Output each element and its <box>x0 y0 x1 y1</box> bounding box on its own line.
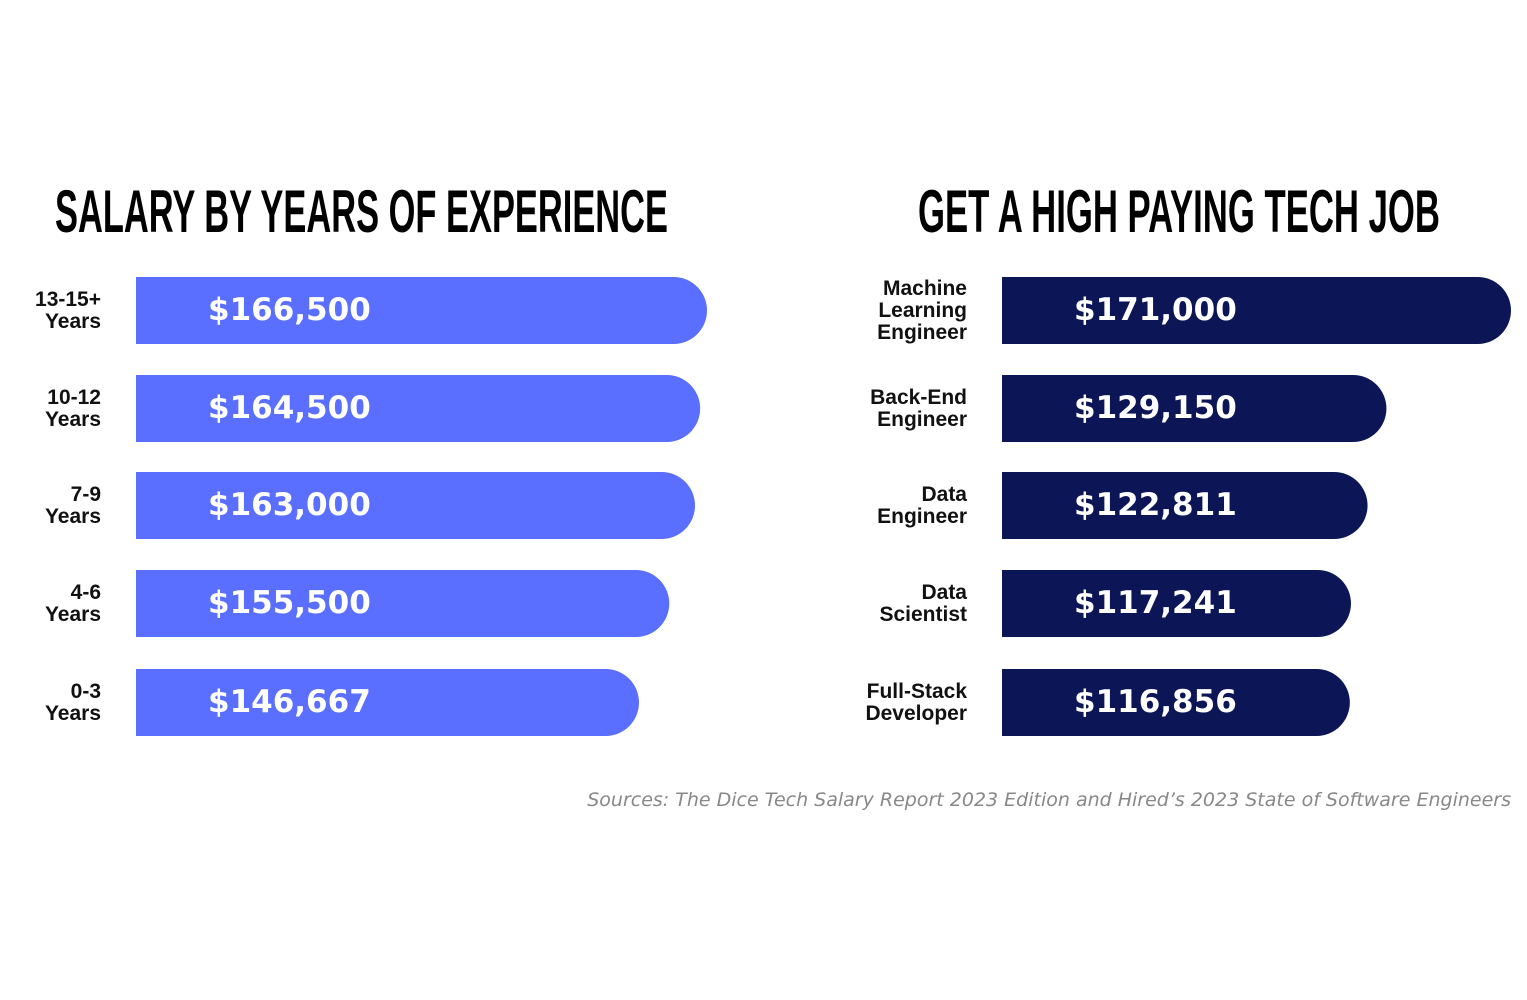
value-label: $122,811 <box>1074 487 1237 523</box>
bar <box>1002 277 1511 344</box>
category-label-box: 7-9 Years <box>29 472 101 539</box>
bar <box>1002 375 1387 442</box>
category-label: 4-6 Years <box>44 580 101 626</box>
category-label-box: Data Engineer <box>849 472 967 539</box>
category-label-box: Full-Stack Developer <box>849 669 967 736</box>
bar <box>136 570 670 637</box>
value-label: $171,000 <box>1074 292 1237 328</box>
value-label: $166,500 <box>208 292 371 328</box>
category-label: Machine Learning Engineer <box>877 276 967 344</box>
category-label: 7-9 Years <box>44 482 101 528</box>
value-label: $129,150 <box>1074 390 1237 426</box>
category-label: 13-15+ Years <box>35 287 101 333</box>
category-label: 10-12 Years <box>44 385 101 431</box>
category-label: Data Scientist <box>879 580 967 626</box>
category-label-box: Machine Learning Engineer <box>849 277 967 344</box>
bar <box>136 375 701 442</box>
value-label: $155,500 <box>208 585 371 621</box>
category-label: Back-End Engineer <box>870 385 967 431</box>
bar <box>136 277 707 344</box>
source-note: Sources: The Dice Tech Salary Report 202… <box>587 789 1511 811</box>
category-label-box: Back-End Engineer <box>849 375 967 442</box>
chart-title: GET A HIGH PAYING TECH JOB <box>918 178 1440 245</box>
category-label: 0-3 Years <box>44 679 101 725</box>
bar <box>136 669 639 736</box>
category-label-box: 13-15+ Years <box>29 277 101 344</box>
chart-title: SALARY BY YEARS OF EXPERIENCE <box>55 178 668 245</box>
value-label: $164,500 <box>208 390 371 426</box>
category-label-box: 10-12 Years <box>29 375 101 442</box>
category-label: Data Engineer <box>877 482 967 528</box>
category-label-box: 4-6 Years <box>29 570 101 637</box>
value-label: $163,000 <box>208 487 371 523</box>
bar <box>1002 472 1368 539</box>
value-label: $146,667 <box>208 684 371 720</box>
bar <box>136 472 695 539</box>
bar <box>1002 570 1351 637</box>
category-label-box: 0-3 Years <box>29 669 101 736</box>
bar <box>1002 669 1350 736</box>
value-label: $116,856 <box>1074 684 1237 720</box>
category-label: Full-Stack Developer <box>865 679 967 725</box>
value-label: $117,241 <box>1074 585 1237 621</box>
category-label-box: Data Scientist <box>849 570 967 637</box>
